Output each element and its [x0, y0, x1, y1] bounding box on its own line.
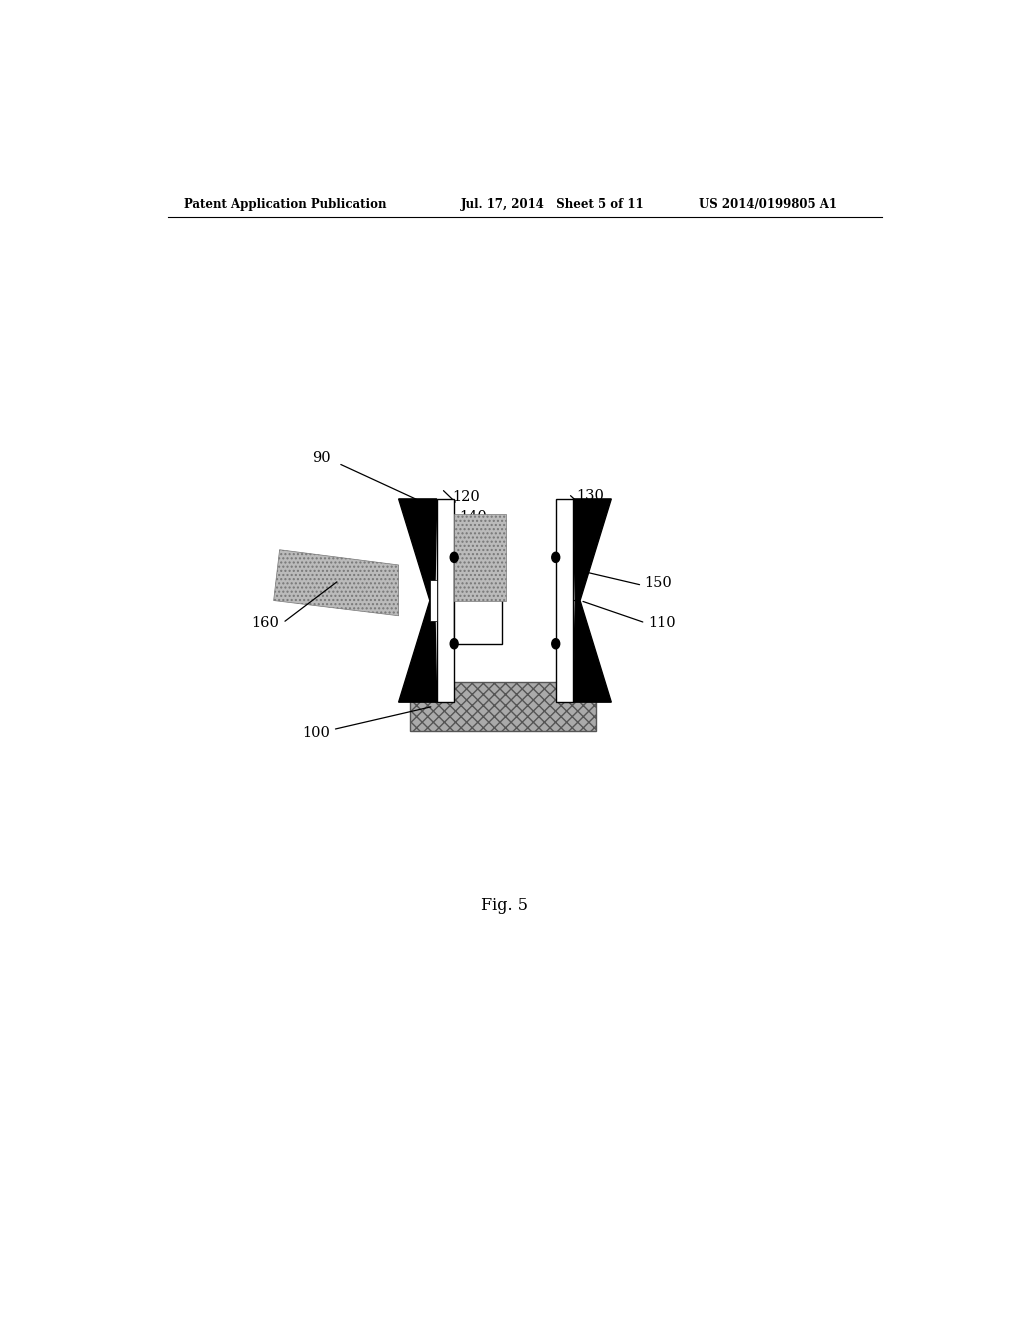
Circle shape [451, 552, 458, 562]
Bar [455, 515, 506, 601]
Text: 150: 150 [644, 577, 672, 590]
Polygon shape [273, 549, 398, 616]
Text: 90: 90 [311, 451, 331, 465]
Circle shape [552, 552, 560, 562]
Text: Patent Application Publication: Patent Application Publication [183, 198, 386, 211]
Circle shape [451, 639, 458, 649]
Text: US 2014/0199805 A1: US 2014/0199805 A1 [699, 198, 838, 211]
Polygon shape [398, 499, 436, 702]
Bar [455, 557, 502, 644]
Text: Jul. 17, 2014   Sheet 5 of 11: Jul. 17, 2014 Sheet 5 of 11 [461, 198, 645, 211]
Bar [556, 499, 573, 702]
Text: 110: 110 [648, 616, 676, 630]
Text: 130: 130 [577, 488, 604, 503]
Polygon shape [573, 499, 611, 702]
Text: 160: 160 [251, 616, 279, 630]
Text: Fig. 5: Fig. 5 [481, 898, 528, 913]
Circle shape [552, 639, 560, 649]
Bar [430, 581, 436, 620]
Bar [436, 499, 455, 702]
Text: 100: 100 [302, 726, 331, 739]
Bar [410, 682, 596, 731]
Text: 140: 140 [460, 511, 487, 524]
Text: 120: 120 [452, 490, 479, 504]
